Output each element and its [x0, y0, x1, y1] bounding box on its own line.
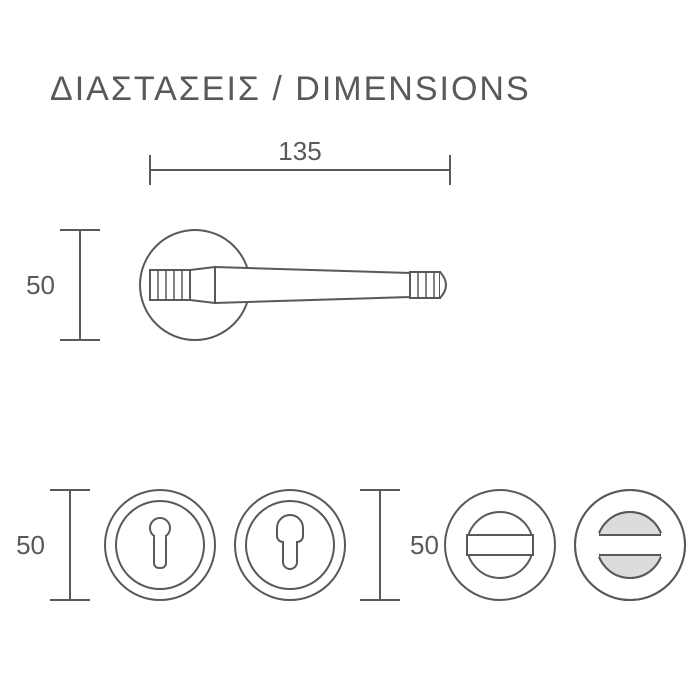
escutcheon-indicator	[575, 490, 685, 600]
dim-escutcheon-right: 50	[360, 490, 439, 600]
dim-escutcheon-left: 50	[16, 490, 90, 600]
dim-escutcheon-right-label: 50	[410, 530, 439, 560]
escutcheon-euro	[235, 490, 345, 600]
diagram-canvas: 135 50 50	[0, 0, 700, 700]
handle-lever	[150, 267, 446, 303]
dim-height: 50	[26, 230, 100, 340]
escutcheon-thumbturn	[445, 490, 555, 600]
dim-escutcheon-left-label: 50	[16, 530, 45, 560]
dim-height-label: 50	[26, 270, 55, 300]
escutcheon-keyhole	[105, 490, 215, 600]
dim-width: 135	[150, 136, 450, 185]
dim-width-label: 135	[278, 136, 321, 166]
